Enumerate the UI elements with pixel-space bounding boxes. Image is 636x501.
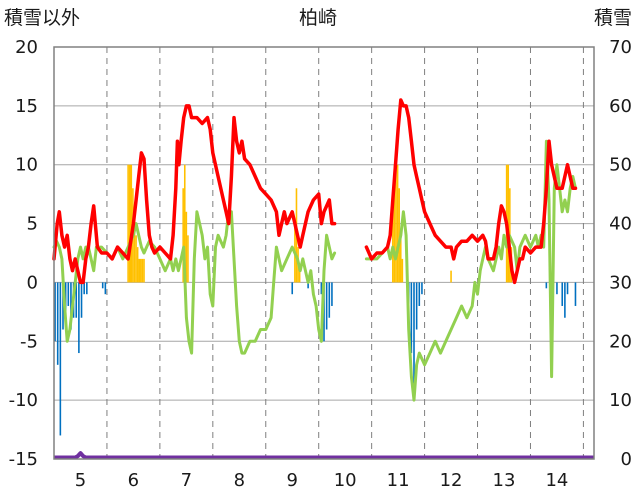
x-tick-label: 11 (387, 470, 410, 491)
blue-bar (104, 282, 107, 295)
orange-bar (187, 235, 189, 283)
plot-frame (53, 46, 595, 460)
green-series-segment-0 (52, 210, 337, 355)
left-tick-label: 15 (15, 96, 38, 117)
right-tick-label: 0 (621, 449, 632, 470)
orange-bar (138, 258, 141, 283)
green-series-segment-1 (364, 139, 577, 402)
blue-bar (67, 282, 70, 306)
x-tick-label: 14 (545, 470, 568, 491)
x-tick-label: 5 (75, 470, 86, 491)
blue-bar (54, 282, 56, 342)
orange-bar (140, 258, 142, 283)
orange-bar (128, 164, 131, 283)
x-tick-label: 7 (181, 470, 192, 491)
left-axis-ticks: -15 -10 -5 0 5 10 15 20 (9, 37, 38, 470)
blue-bar (325, 282, 328, 330)
blue-bar (291, 282, 294, 295)
blue-bar (62, 282, 64, 330)
blue-bar (574, 282, 577, 306)
blue-bar (413, 282, 415, 401)
orange-bar (141, 258, 144, 283)
blue-bar (561, 282, 564, 306)
right-axis-label: 積雪 (594, 7, 632, 29)
x-tick-label: 13 (493, 470, 516, 491)
orange-bar (182, 188, 184, 283)
blue-bar (421, 282, 423, 295)
x-tick-label: 12 (440, 470, 463, 491)
blue-bar (328, 282, 331, 318)
orange-bar (298, 270, 301, 283)
x-tick-label: 10 (334, 470, 357, 491)
right-tick-label: 30 (609, 272, 632, 293)
blue-bar (566, 282, 569, 295)
left-tick-label: 20 (15, 37, 38, 58)
orange-bar (395, 164, 397, 283)
blue-bar (323, 282, 325, 342)
blue-bar (83, 282, 85, 295)
red-series-segment-0 (52, 104, 337, 285)
blue-bar (59, 282, 62, 436)
x-tick-label: 6 (128, 470, 139, 491)
red-series (52, 98, 578, 285)
orange-bar (398, 188, 400, 283)
x-tick-label: 8 (234, 470, 245, 491)
orange-bar (393, 164, 396, 283)
orange-bar (135, 235, 137, 283)
left-tick-label: 5 (27, 214, 38, 235)
blue-bar (101, 282, 104, 289)
orange-bar (143, 258, 145, 283)
blue-bar (86, 282, 88, 295)
blue-bar (418, 282, 421, 306)
blue-bar (78, 282, 80, 354)
blue-bar (564, 282, 566, 318)
right-axis-ticks: 0 10 20 30 40 50 60 70 (609, 37, 632, 470)
purple-series (54, 451, 594, 460)
blue-bar (556, 282, 558, 295)
left-tick-label: 10 (15, 155, 38, 176)
orange-bar (183, 164, 186, 283)
blue-bar (56, 282, 59, 365)
purple-series-line (54, 451, 594, 460)
orange-bar (185, 211, 188, 283)
left-tick-label: 0 (27, 272, 38, 293)
left-tick-label: -15 (9, 449, 38, 470)
blue-bar (410, 282, 413, 354)
red-series-segment-1 (364, 98, 578, 285)
left-tick-label: -5 (20, 331, 38, 352)
blue-bar (415, 282, 418, 330)
orange-bar (133, 211, 136, 283)
orange-bar (399, 235, 402, 283)
orange-bar (450, 270, 452, 283)
right-tick-label: 70 (609, 37, 632, 58)
blue-bar (80, 282, 83, 318)
blue-bar (75, 282, 78, 318)
blue-bar (320, 282, 323, 295)
right-tick-label: 20 (609, 331, 632, 352)
left-axis-label: 積雪以外 (4, 7, 80, 29)
right-tick-label: 40 (609, 214, 632, 235)
x-axis-ticks: 5 6 7 8 9 10 11 12 13 14 (75, 470, 569, 491)
left-tick-label: -10 (9, 390, 38, 411)
orange-bar (401, 258, 404, 283)
orange-bar (396, 164, 399, 283)
blue-bar (70, 282, 72, 330)
right-tick-label: 60 (609, 96, 632, 117)
chart-title: 柏崎 (299, 7, 337, 29)
orange-bar (130, 164, 133, 283)
blue-bar (545, 282, 548, 289)
blue-bar (307, 282, 309, 289)
blue-bar (331, 282, 333, 306)
orange-bar (136, 247, 139, 283)
x-tick-label: 9 (287, 470, 298, 491)
green-series (52, 139, 577, 402)
orange-bar (127, 164, 129, 283)
right-tick-label: 50 (609, 155, 632, 176)
right-tick-label: 10 (609, 390, 632, 411)
